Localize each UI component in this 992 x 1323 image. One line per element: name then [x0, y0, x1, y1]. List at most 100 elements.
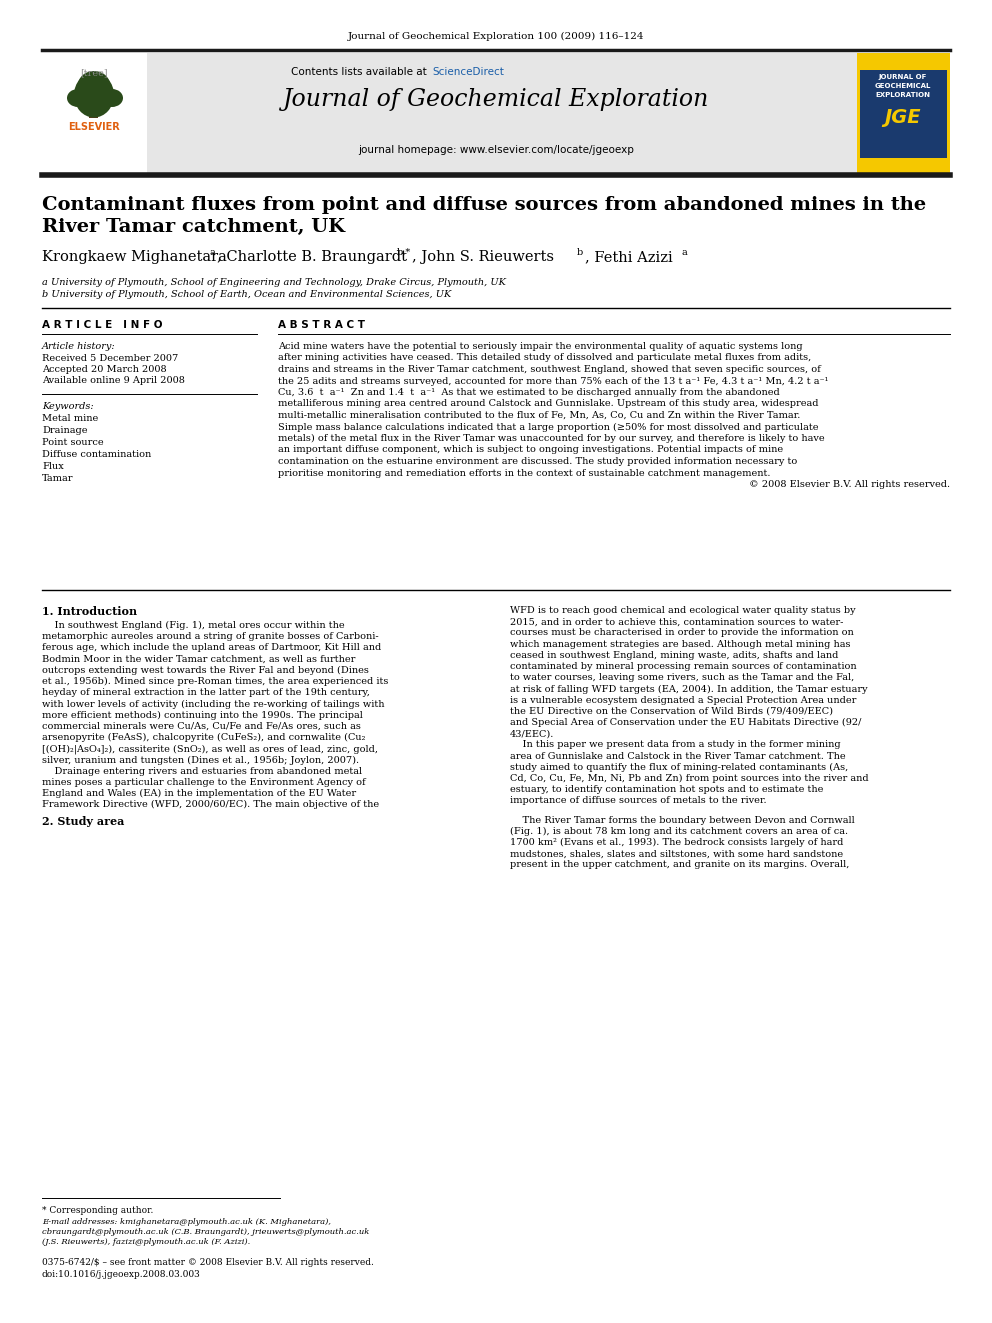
Text: estuary, to identify contamination hot spots and to estimate the: estuary, to identify contamination hot s… [510, 785, 823, 794]
Text: Metal mine: Metal mine [42, 414, 98, 423]
Text: more efficient methods) continuing into the 1990s. The principal: more efficient methods) continuing into … [42, 710, 363, 720]
Text: Contaminant fluxes from point and diffuse sources from abandoned mines in the: Contaminant fluxes from point and diffus… [42, 196, 927, 214]
Text: ScienceDirect: ScienceDirect [432, 67, 504, 77]
Text: Point source: Point source [42, 438, 103, 447]
Text: A B S T R A C T: A B S T R A C T [278, 320, 365, 329]
Text: doi:10.1016/j.jgeoexp.2008.03.003: doi:10.1016/j.jgeoexp.2008.03.003 [42, 1270, 200, 1279]
Text: 2. Study area: 2. Study area [42, 815, 124, 827]
Text: to water courses, leaving some rivers, such as the Tamar and the Fal,: to water courses, leaving some rivers, s… [510, 673, 854, 683]
Text: 43/EEC).: 43/EEC). [510, 729, 555, 738]
Text: Available online 9 April 2008: Available online 9 April 2008 [42, 376, 185, 385]
Text: Bodmin Moor in the wider Tamar catchment, as well as further: Bodmin Moor in the wider Tamar catchment… [42, 655, 355, 664]
Text: importance of diffuse sources of metals to the river.: importance of diffuse sources of metals … [510, 796, 767, 806]
Text: Contents lists available at: Contents lists available at [291, 67, 430, 77]
Text: the 25 adits and streams surveyed, accounted for more than 75% each of the 13 t : the 25 adits and streams surveyed, accou… [278, 377, 828, 385]
Text: commercial minerals were Cu/As, Cu/Fe and Fe/As ores, such as: commercial minerals were Cu/As, Cu/Fe an… [42, 722, 361, 730]
Text: (Fig. 1), is about 78 km long and its catchment covers an area of ca.: (Fig. 1), is about 78 km long and its ca… [510, 827, 848, 836]
Text: present in the upper catchment, and granite on its margins. Overall,: present in the upper catchment, and gran… [510, 860, 849, 869]
Text: ELSEVIER: ELSEVIER [68, 122, 120, 132]
Text: 1700 km² (Evans et al., 1993). The bedrock consists largely of hard: 1700 km² (Evans et al., 1993). The bedro… [510, 837, 843, 847]
Text: metals) of the metal flux in the River Tamar was unaccounted for by our survey, : metals) of the metal flux in the River T… [278, 434, 824, 443]
Text: is a vulnerable ecosystem designated a Special Protection Area under: is a vulnerable ecosystem designated a S… [510, 696, 856, 705]
Text: Journal of Geochemical Exploration: Journal of Geochemical Exploration [283, 89, 709, 111]
Ellipse shape [67, 89, 89, 107]
Text: metamorphic aureoles around a string of granite bosses of Carboni-: metamorphic aureoles around a string of … [42, 632, 379, 642]
Bar [89, 101, 98, 118]
Bar [860, 70, 947, 157]
Text: © 2008 Elsevier B.V. All rights reserved.: © 2008 Elsevier B.V. All rights reserved… [749, 480, 950, 490]
Text: mudstones, shales, slates and siltstones, with some hard sandstone: mudstones, shales, slates and siltstones… [510, 849, 843, 859]
Text: , Fethi Azizi: , Fethi Azizi [585, 250, 673, 265]
Text: outcrops extending west towards the River Fal and beyond (Dines: outcrops extending west towards the Rive… [42, 665, 369, 675]
Text: * Corresponding author.: * Corresponding author. [42, 1207, 154, 1215]
Text: et al., 1956b). Mined since pre-Roman times, the area experienced its: et al., 1956b). Mined since pre-Roman ti… [42, 677, 389, 687]
Text: In southwest England (Fig. 1), metal ores occur within the: In southwest England (Fig. 1), metal ore… [42, 620, 344, 630]
Text: Acid mine waters have the potential to seriously impair the environmental qualit: Acid mine waters have the potential to s… [278, 343, 803, 351]
Text: Accepted 20 March 2008: Accepted 20 March 2008 [42, 365, 167, 374]
Text: [(OH)₂|AsO₄]₂), cassiterite (SnO₂), as well as ores of lead, zinc, gold,: [(OH)₂|AsO₄]₂), cassiterite (SnO₂), as w… [42, 745, 378, 754]
Text: cbraungardt@plymouth.ac.uk (C.B. Braungardt), jrieuwerts@plymouth.ac.uk: cbraungardt@plymouth.ac.uk (C.B. Braunga… [42, 1228, 369, 1236]
Text: multi-metallic mineralisation contributed to the flux of Fe, Mn, As, Co, Cu and : multi-metallic mineralisation contribute… [278, 411, 801, 419]
Text: Journal of Geochemical Exploration 100 (2009) 116–124: Journal of Geochemical Exploration 100 (… [348, 32, 644, 41]
Text: arsenopyrite (FeAsS), chalcopyrite (CuFeS₂), and cornwalite (Cu₂: arsenopyrite (FeAsS), chalcopyrite (CuFe… [42, 733, 365, 742]
Text: Krongkaew Mighanetara: Krongkaew Mighanetara [42, 250, 227, 265]
Text: Drainage entering rivers and estuaries from abandoned metal: Drainage entering rivers and estuaries f… [42, 766, 362, 775]
Text: courses must be characterised in order to provide the information on: courses must be characterised in order t… [510, 628, 854, 638]
Text: prioritise monitoring and remediation efforts in the context of sustainable catc: prioritise monitoring and remediation ef… [278, 468, 771, 478]
Text: area of Gunnislake and Calstock in the River Tamar catchment. The: area of Gunnislake and Calstock in the R… [510, 751, 845, 761]
Text: WFD is to reach good chemical and ecological water quality status by: WFD is to reach good chemical and ecolog… [510, 606, 856, 615]
Text: a University of Plymouth, School of Engineering and Technology, Drake Circus, Pl: a University of Plymouth, School of Engi… [42, 278, 506, 287]
Text: 2015, and in order to achieve this, contamination sources to water-: 2015, and in order to achieve this, cont… [510, 618, 843, 626]
Text: 1. Introduction: 1. Introduction [42, 606, 137, 617]
Text: A R T I C L E   I N F O: A R T I C L E I N F O [42, 320, 163, 329]
Ellipse shape [101, 89, 123, 107]
Text: 0375-6742/$ – see front matter © 2008 Elsevier B.V. All rights reserved.: 0375-6742/$ – see front matter © 2008 El… [42, 1258, 374, 1267]
Text: a: a [210, 247, 215, 257]
Text: [tree]: [tree] [80, 67, 108, 77]
Text: ceased in southwest England, mining waste, adits, shafts and land: ceased in southwest England, mining wast… [510, 651, 838, 660]
Text: JGE: JGE [885, 108, 922, 127]
Text: metalliferous mining area centred around Calstock and Gunnislake. Upstream of th: metalliferous mining area centred around… [278, 400, 818, 409]
Ellipse shape [78, 71, 110, 99]
Text: heyday of mineral extraction in the latter part of the 19th century,: heyday of mineral extraction in the latt… [42, 688, 370, 697]
Text: the EU Directive on the Conservation of Wild Birds (79/409/EEC): the EU Directive on the Conservation of … [510, 706, 833, 716]
Text: an important diffuse component, which is subject to ongoing investigations. Pote: an important diffuse component, which is… [278, 446, 783, 455]
Text: E-mail addresses: kmighanetara@plymouth.ac.uk (K. Mighanetara),: E-mail addresses: kmighanetara@plymouth.… [42, 1218, 331, 1226]
Text: Flux: Flux [42, 462, 63, 471]
Text: Simple mass balance calculations indicated that a large proportion (≥50% for mos: Simple mass balance calculations indicat… [278, 422, 818, 431]
Text: Received 5 December 2007: Received 5 December 2007 [42, 355, 179, 363]
Text: EXPLORATION: EXPLORATION [876, 93, 930, 98]
Text: at risk of falling WFD targets (EA, 2004). In addition, the Tamar estuary: at risk of falling WFD targets (EA, 2004… [510, 684, 868, 693]
Text: Cd, Co, Cu, Fe, Mn, Ni, Pb and Zn) from point sources into the river and: Cd, Co, Cu, Fe, Mn, Ni, Pb and Zn) from … [510, 774, 869, 783]
Text: study aimed to quantify the flux of mining-related contaminants (As,: study aimed to quantify the flux of mini… [510, 763, 848, 771]
Text: The River Tamar forms the boundary between Devon and Cornwall: The River Tamar forms the boundary betwe… [510, 815, 855, 824]
Text: , Charlotte B. Braungardt: , Charlotte B. Braungardt [217, 250, 407, 265]
Text: mines poses a particular challenge to the Environment Agency of: mines poses a particular challenge to th… [42, 778, 366, 787]
Text: River Tamar catchment, UK: River Tamar catchment, UK [42, 218, 345, 235]
Text: Drainage: Drainage [42, 426, 87, 435]
Text: and Special Area of Conservation under the EU Habitats Directive (92/: and Special Area of Conservation under t… [510, 718, 861, 728]
Text: journal homepage: www.elsevier.com/locate/jgeoexp: journal homepage: www.elsevier.com/locat… [358, 146, 634, 155]
Text: JOURNAL OF: JOURNAL OF [879, 74, 928, 79]
Text: GEOCHEMICAL: GEOCHEMICAL [875, 83, 931, 89]
Text: which management strategies are based. Although metal mining has: which management strategies are based. A… [510, 639, 850, 648]
Text: , John S. Rieuwerts: , John S. Rieuwerts [412, 250, 554, 265]
Text: (J.S. Rieuwerts), fazizi@plymouth.ac.uk (F. Azizi).: (J.S. Rieuwerts), fazizi@plymouth.ac.uk … [42, 1238, 250, 1246]
Text: Keywords:: Keywords: [42, 402, 93, 411]
Text: Cu, 3.6  t  a⁻¹  Zn and 1.4  t  a⁻¹  As that we estimated to be discharged annua: Cu, 3.6 t a⁻¹ Zn and 1.4 t a⁻¹ As that w… [278, 388, 780, 397]
Text: Article history:: Article history: [42, 343, 116, 351]
Text: drains and streams in the River Tamar catchment, southwest England, showed that : drains and streams in the River Tamar ca… [278, 365, 820, 374]
Text: Diffuse contamination: Diffuse contamination [42, 450, 151, 459]
Text: contamination on the estuarine environment are discussed. The study provided inf: contamination on the estuarine environme… [278, 456, 798, 466]
Text: b: b [577, 247, 583, 257]
Ellipse shape [74, 73, 114, 118]
Bar [42, 53, 857, 173]
Text: b,*: b,* [397, 247, 412, 257]
Text: ferous age, which include the upland areas of Dartmoor, Kit Hill and: ferous age, which include the upland are… [42, 643, 381, 652]
Bar [42, 53, 147, 173]
Text: after mining activities have ceased. This detailed study of dissolved and partic: after mining activities have ceased. Thi… [278, 353, 811, 363]
Text: England and Wales (EA) in the implementation of the EU Water: England and Wales (EA) in the implementa… [42, 789, 356, 798]
Text: a: a [682, 247, 687, 257]
Text: silver, uranium and tungsten (Dines et al., 1956b; Joylon, 2007).: silver, uranium and tungsten (Dines et a… [42, 755, 359, 765]
Text: b University of Plymouth, School of Earth, Ocean and Environmental Sciences, UK: b University of Plymouth, School of Eart… [42, 290, 451, 299]
